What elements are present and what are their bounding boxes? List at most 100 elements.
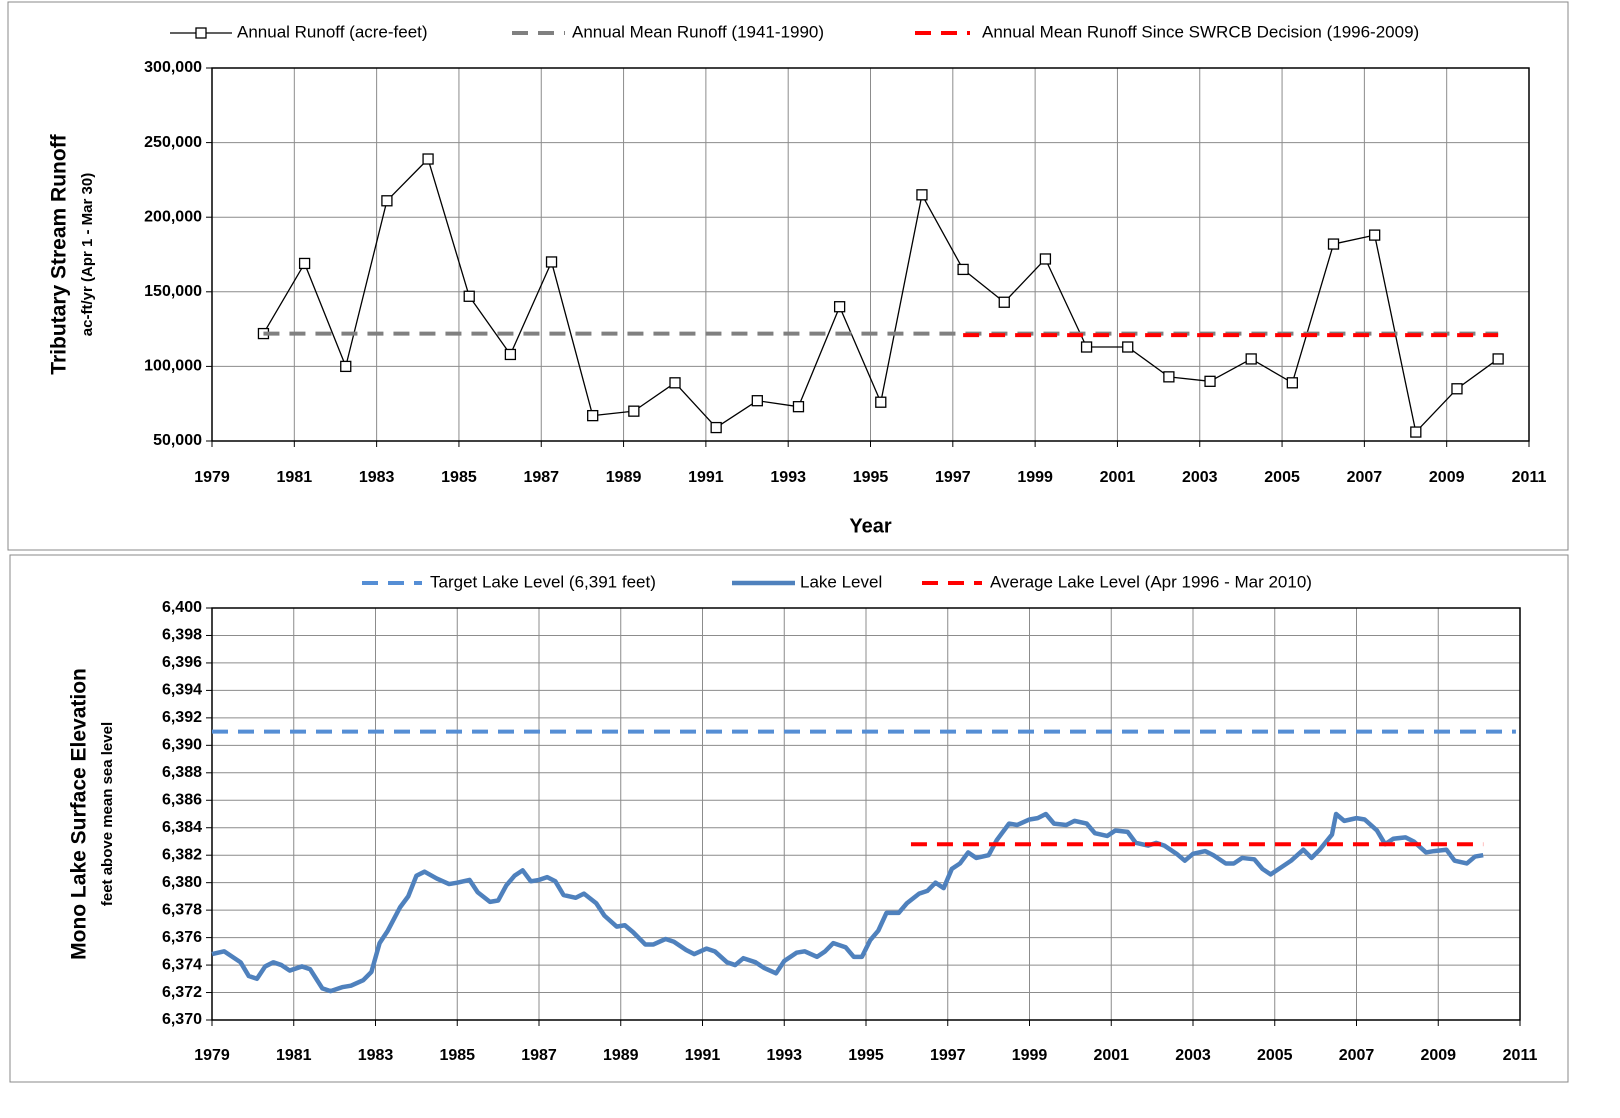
x-tick-label: 1983 [359, 469, 395, 486]
legend-label: Annual Mean Runoff Since SWRCB Decision … [982, 22, 1419, 41]
x-tick-label: 1997 [930, 1047, 966, 1064]
y-tick-label: 6,382 [162, 846, 202, 863]
data-point [998, 296, 1010, 308]
y-tick-label: 6,394 [162, 682, 202, 699]
y-tick-label: 100,000 [144, 358, 202, 375]
data-point [1369, 229, 1381, 241]
data-point [1410, 426, 1422, 438]
data-point [1122, 341, 1134, 353]
data-line [211, 811, 1484, 994]
y-tick-label: 6,398 [162, 627, 202, 644]
data-point [751, 395, 763, 407]
data-point [710, 421, 722, 434]
y-tick-label: 6,392 [162, 709, 202, 726]
y-tick-label: 6,388 [162, 764, 202, 781]
legend-marker [195, 27, 207, 39]
legend-label: Target Lake Level (6,391 feet) [430, 572, 656, 591]
y-tick-label: 6,390 [162, 737, 202, 754]
plot-frame [211, 607, 1521, 1021]
data-point [340, 360, 352, 373]
x-axis-title: Year [849, 515, 891, 537]
data-point [504, 348, 517, 361]
x-tick-label: 2001 [1093, 1047, 1129, 1064]
data-point [381, 195, 393, 207]
y-tick-label: 250,000 [144, 134, 202, 151]
data-point [957, 263, 969, 276]
data-point [669, 377, 681, 389]
data-point [1204, 375, 1216, 387]
panel-border [9, 554, 1569, 1083]
x-tick-label: 1985 [441, 469, 477, 486]
x-tick-label: 2003 [1175, 1047, 1211, 1064]
y-axis-subtitle: feet above mean sea level [99, 722, 116, 906]
x-tick-label: 2009 [1420, 1047, 1456, 1064]
y-axis-title: Tributary Stream Runoff [48, 133, 71, 374]
legend-label: Annual Runoff (acre-feet) [237, 22, 428, 41]
x-tick-label: 1993 [770, 469, 806, 486]
y-tick-label: 6,396 [162, 654, 202, 671]
data-point [1492, 353, 1504, 365]
y-tick-label: 6,370 [162, 1011, 202, 1028]
data-point [545, 256, 558, 268]
x-tick-label: 2007 [1339, 1047, 1375, 1064]
y-tick-label: 6,378 [162, 901, 202, 918]
x-tick-label: 2005 [1257, 1047, 1293, 1064]
data-point [298, 257, 311, 270]
data-point [1327, 238, 1340, 250]
y-tick-label: 6,400 [162, 599, 202, 616]
data-point [422, 153, 434, 165]
x-tick-label: 2009 [1429, 469, 1465, 486]
y-tick-label: 200,000 [144, 208, 202, 225]
legend-label: Lake Level [800, 572, 882, 591]
x-tick-label: 1995 [848, 1047, 884, 1064]
x-tick-label: 1989 [606, 469, 642, 486]
x-tick-label: 1983 [358, 1047, 394, 1064]
x-tick-label: 2007 [1347, 469, 1383, 486]
y-tick-label: 6,376 [162, 929, 202, 946]
x-tick-label: 1999 [1012, 1047, 1048, 1064]
data-point [916, 189, 928, 201]
x-tick-label: 1979 [194, 469, 230, 486]
x-tick-label: 1991 [688, 469, 724, 486]
x-tick-label: 1997 [935, 469, 971, 486]
y-tick-label: 6,372 [162, 984, 202, 1001]
y-axis-title: Mono Lake Surface Elevation [68, 668, 91, 960]
legend-label: Average Lake Level (Apr 1996 - Mar 2010) [990, 572, 1312, 591]
data-point [1245, 353, 1257, 365]
y-tick-label: 6,374 [162, 956, 202, 973]
data-point [587, 409, 599, 422]
data-point [875, 396, 887, 408]
y-axis-subtitle: ac-ft/yr (Apr 1 - Mar 30) [79, 173, 96, 336]
plot-frame [211, 67, 1530, 442]
x-tick-label: 2001 [1100, 469, 1136, 486]
x-tick-label: 1987 [521, 1047, 557, 1064]
x-tick-label: 2011 [1503, 1047, 1538, 1064]
x-tick-label: 1981 [277, 469, 313, 486]
x-tick-label: 1981 [276, 1047, 312, 1064]
data-point [792, 401, 805, 413]
data-point [1080, 341, 1093, 353]
x-tick-label: 1989 [603, 1047, 639, 1064]
data-point [833, 301, 846, 313]
x-tick-label: 2005 [1264, 469, 1300, 486]
data-point [628, 405, 640, 417]
data-point [1451, 383, 1463, 395]
legend-label: Annual Mean Runoff (1941-1990) [572, 22, 824, 41]
y-tick-label: 6,386 [162, 791, 202, 808]
x-tick-label: 1987 [523, 469, 559, 486]
x-tick-label: 2003 [1182, 469, 1218, 486]
data-point [1286, 377, 1299, 389]
y-tick-label: 6,380 [162, 874, 202, 891]
y-tick-label: 300,000 [144, 59, 202, 76]
data-point [1163, 371, 1175, 383]
x-tick-label: 2011 [1512, 469, 1547, 486]
x-tick-label: 1993 [766, 1047, 802, 1064]
x-tick-label: 1979 [194, 1047, 230, 1064]
x-tick-label: 1985 [439, 1047, 475, 1064]
x-tick-label: 1991 [685, 1047, 721, 1064]
x-tick-label: 1999 [1017, 469, 1053, 486]
y-tick-label: 50,000 [153, 432, 202, 449]
data-point [1039, 253, 1052, 265]
